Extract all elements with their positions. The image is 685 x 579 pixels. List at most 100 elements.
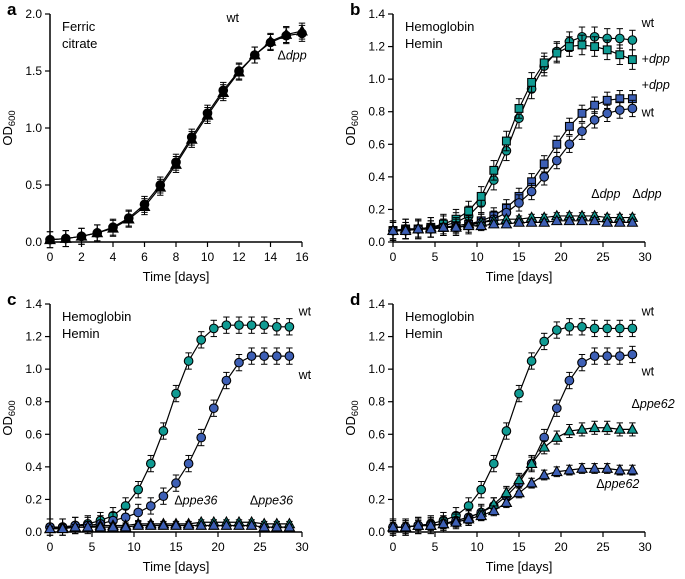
svg-text:6: 6 [141, 250, 148, 264]
svg-text:0.6: 0.6 [25, 427, 42, 441]
y-axis-label: OD600 [343, 110, 361, 145]
svg-text:5: 5 [432, 540, 439, 554]
series-label-dppe62-hemoglobin: Δppe62 [632, 397, 675, 411]
svg-text:1.0: 1.0 [25, 362, 42, 376]
svg-text:1.4: 1.4 [368, 7, 385, 21]
svg-text:15: 15 [512, 250, 526, 264]
series-label-wt-hemoglobin: wt [641, 16, 655, 30]
in-plot-legend: Hemoglobin Hemin [405, 19, 474, 51]
panel-d: d 0 5 10 15 20 25 30 0.0 0.2 0.4 0.6 0.8 1.0 1.2 1.4 Ti… [343, 290, 685, 579]
svg-text:25: 25 [596, 540, 610, 554]
y-axis-label: OD600 [0, 110, 18, 145]
svg-text:25: 25 [253, 540, 267, 554]
svg-text:0.0: 0.0 [368, 235, 385, 249]
in-plot-legend: Ferric citrate [62, 19, 97, 51]
svg-text:0.0: 0.0 [368, 525, 385, 539]
series-label-wt-ferric-citrate: wt [225, 11, 239, 25]
chart-panel-a: 0 2 4 6 8 10 12 14 16 0.0 0.5 1.0 1.5 2.0 Time [days] O… [0, 7, 309, 284]
series-label-wt-hemin: wt [641, 106, 655, 120]
series-dppe62-hemin: Δppe62 [387, 462, 639, 533]
series-label-ddpp-hemoglobin: Δdpp [591, 187, 620, 201]
svg-text:15: 15 [169, 540, 183, 554]
svg-text:10: 10 [201, 250, 215, 264]
svg-text:0.6: 0.6 [368, 137, 385, 151]
svg-text:20: 20 [211, 540, 225, 554]
svg-text:5: 5 [432, 250, 439, 264]
svg-text:0.6: 0.6 [368, 427, 385, 441]
svg-text:0.2: 0.2 [25, 492, 42, 506]
svg-text:30: 30 [638, 540, 652, 554]
svg-text:1.2: 1.2 [368, 330, 385, 344]
svg-text:0: 0 [47, 540, 54, 554]
svg-text:20: 20 [554, 250, 568, 264]
svg-text:0.8: 0.8 [368, 105, 385, 119]
svg-text:1.0: 1.0 [25, 121, 42, 135]
series-label-dppe36-hemoglobin: Δppe36 [174, 493, 217, 507]
svg-text:1.2: 1.2 [25, 330, 42, 344]
chart-panel-c: 0 5 10 15 20 25 30 0.0 0.2 0.4 0.6 0.8 1.0 1.2 1.4 Time… [0, 297, 312, 574]
svg-text:10: 10 [127, 540, 141, 554]
svg-text:20: 20 [554, 540, 568, 554]
series-label-ddpp-ferric-citrate: Δdpp [278, 49, 307, 63]
svg-text:0.4: 0.4 [25, 460, 42, 474]
svg-text:Hemin: Hemin [405, 36, 443, 51]
svg-text:14: 14 [264, 250, 278, 264]
svg-text:0.0: 0.0 [25, 525, 42, 539]
x-axis-label: Time [days] [486, 269, 553, 284]
panel-letter-d: d [350, 290, 361, 309]
panel-c: c 0 5 10 15 20 25 30 0.0 0.2 0.4 0.6 0.8 1.0 1.2 1.4 Ti… [0, 290, 343, 579]
svg-text:Hemoglobin: Hemoglobin [62, 309, 131, 324]
series-label-ddpp-hemin: Δdpp [632, 187, 661, 201]
svg-text:8: 8 [173, 250, 180, 264]
series-label-plus-dpp-hemin: +dpp [642, 78, 670, 92]
x-axis-label: Time [days] [143, 559, 210, 574]
svg-text:2.0: 2.0 [25, 7, 42, 21]
svg-text:1.4: 1.4 [25, 297, 42, 311]
series-label-dppe36-hemin: Δppe36 [250, 493, 293, 507]
svg-text:0.5: 0.5 [25, 178, 42, 192]
series-dppe36-hemin: Δppe36 [44, 493, 296, 534]
series-label-wt-hemin: wt [298, 368, 312, 382]
svg-text:15: 15 [512, 540, 526, 554]
series-label-wt-hemoglobin: wt [298, 304, 312, 318]
svg-text:0.2: 0.2 [368, 202, 385, 216]
svg-text:10: 10 [470, 250, 484, 264]
panel-letter-a: a [7, 0, 17, 19]
svg-text:0.2: 0.2 [368, 492, 385, 506]
svg-text:0: 0 [390, 250, 397, 264]
svg-text:5: 5 [89, 540, 96, 554]
svg-text:30: 30 [638, 250, 652, 264]
svg-text:Hemin: Hemin [62, 326, 100, 341]
svg-text:30: 30 [295, 540, 309, 554]
in-plot-legend: Hemoglobin Hemin [62, 309, 131, 341]
svg-text:12: 12 [232, 250, 246, 264]
svg-text:1.0: 1.0 [368, 362, 385, 376]
svg-text:2: 2 [78, 250, 85, 264]
svg-text:4: 4 [110, 250, 117, 264]
svg-text:0.4: 0.4 [368, 460, 385, 474]
svg-text:0.0: 0.0 [25, 235, 42, 249]
svg-text:Hemoglobin: Hemoglobin [405, 309, 474, 324]
axes: 0 5 10 15 20 25 30 0.0 0.2 0.4 0.6 0.8 1.0 1.2 1.4 [368, 7, 652, 264]
series-label-wt-hemoglobin: wt [641, 304, 655, 318]
y-axis-label: OD600 [0, 400, 18, 435]
axes: 0 2 4 6 8 10 12 14 16 0.0 0.5 1.0 1.5 2.0 [25, 7, 309, 264]
x-axis-label: Time [days] [486, 559, 553, 574]
series-plus-dpp-hemoglobin: +dpp [388, 34, 670, 241]
svg-text:1.5: 1.5 [25, 64, 42, 78]
svg-text:25: 25 [596, 250, 610, 264]
panel-a: a 0 2 4 6 8 10 12 14 16 0.0 0.5 1.0 1.5 2.0 Time [days… [0, 0, 343, 290]
svg-text:0: 0 [390, 540, 397, 554]
svg-text:1.4: 1.4 [368, 297, 385, 311]
series-ddpp-hemin: Δdpp [387, 187, 662, 235]
svg-text:citrate: citrate [62, 36, 97, 51]
series-ddpp-ferric-citrate: Δdpp [44, 22, 308, 249]
chart-panel-d: 0 5 10 15 20 25 30 0.0 0.2 0.4 0.6 0.8 1.0 1.2 1.4 Time… [343, 297, 675, 574]
svg-text:10: 10 [470, 540, 484, 554]
series-label-dppe62-hemin: Δppe62 [596, 477, 639, 491]
svg-text:0.4: 0.4 [368, 170, 385, 184]
svg-text:0.8: 0.8 [25, 395, 42, 409]
svg-text:Ferric: Ferric [62, 19, 96, 34]
in-plot-legend: Hemoglobin Hemin [405, 309, 474, 341]
